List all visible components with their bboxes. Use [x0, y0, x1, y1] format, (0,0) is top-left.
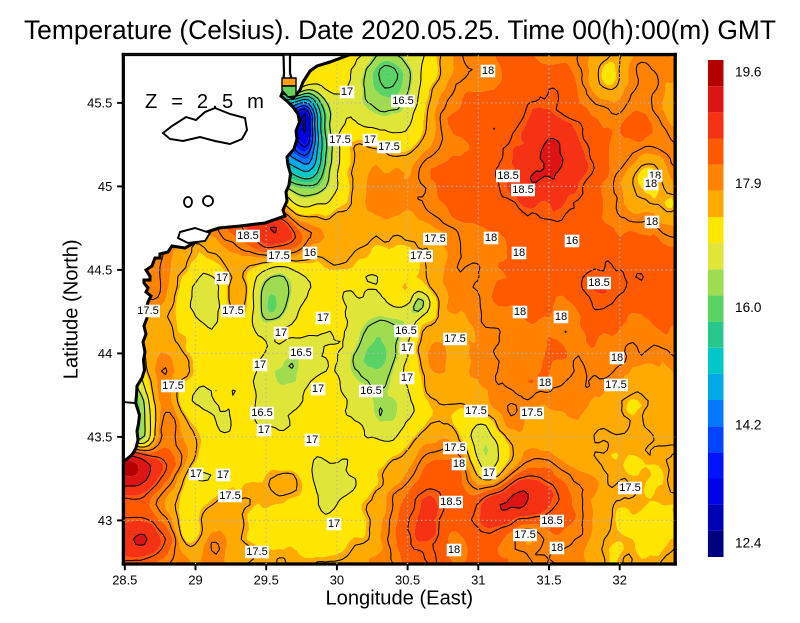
svg-text:Temperature (Celsius). Date 20: Temperature (Celsius). Date 2020.05.25. … [24, 15, 776, 45]
svg-text:16.5: 16.5 [392, 95, 414, 107]
svg-text:19.6: 19.6 [735, 65, 762, 80]
svg-text:18.5: 18.5 [497, 170, 519, 182]
svg-text:18.5: 18.5 [512, 184, 534, 196]
svg-text:17.5: 17.5 [246, 546, 268, 558]
svg-text:17: 17 [317, 312, 329, 324]
svg-text:16: 16 [566, 235, 578, 247]
svg-text:17.5: 17.5 [378, 141, 400, 153]
svg-text:16: 16 [304, 247, 316, 259]
svg-text:14.2: 14.2 [735, 418, 762, 433]
svg-text:17: 17 [401, 342, 413, 354]
svg-text:17.5: 17.5 [605, 379, 627, 391]
svg-text:18: 18 [611, 352, 623, 364]
svg-text:18: 18 [485, 232, 497, 244]
svg-text:Z = 2.5 m: Z = 2.5 m [145, 91, 268, 113]
svg-text:18: 18 [482, 65, 494, 77]
svg-text:17: 17 [483, 467, 495, 479]
svg-text:17: 17 [341, 86, 353, 98]
svg-text:17.5: 17.5 [465, 405, 487, 417]
svg-text:17: 17 [275, 327, 287, 339]
svg-text:43: 43 [98, 513, 112, 528]
svg-text:17: 17 [306, 434, 318, 446]
svg-text:17: 17 [216, 272, 228, 284]
svg-text:17.5: 17.5 [514, 529, 536, 541]
svg-text:18.5: 18.5 [588, 277, 610, 289]
svg-text:30: 30 [330, 572, 344, 587]
svg-text:18: 18 [551, 542, 563, 554]
svg-text:17.5: 17.5 [219, 490, 241, 502]
svg-text:17.5: 17.5 [410, 250, 432, 262]
svg-text:17.5: 17.5 [222, 305, 244, 317]
svg-text:18: 18 [646, 216, 658, 228]
svg-text:30.5: 30.5 [395, 572, 420, 587]
svg-text:18.5: 18.5 [440, 496, 462, 508]
svg-text:45: 45 [98, 179, 112, 194]
svg-text:18: 18 [513, 247, 525, 259]
svg-text:17.5: 17.5 [268, 250, 290, 262]
svg-text:17: 17 [312, 383, 324, 395]
svg-text:29.5: 29.5 [254, 572, 279, 587]
svg-text:17.5: 17.5 [424, 233, 446, 245]
svg-text:17.5: 17.5 [521, 407, 543, 419]
svg-text:16.5: 16.5 [360, 385, 382, 397]
svg-text:29: 29 [188, 572, 202, 587]
svg-text:17.5: 17.5 [137, 305, 159, 317]
svg-text:17: 17 [328, 518, 340, 530]
svg-text:17: 17 [258, 424, 270, 436]
svg-text:17: 17 [190, 468, 202, 480]
svg-text:17.5: 17.5 [444, 333, 466, 345]
svg-text:18.5: 18.5 [541, 515, 563, 527]
svg-text:18: 18 [555, 311, 567, 323]
svg-text:18: 18 [453, 458, 465, 470]
svg-text:Latitude (North): Latitude (North) [60, 239, 82, 379]
svg-text:Longitude (East): Longitude (East) [325, 588, 473, 610]
svg-text:17: 17 [401, 372, 413, 384]
svg-text:43.5: 43.5 [87, 430, 112, 445]
svg-text:12.4: 12.4 [735, 535, 762, 550]
svg-text:16.5: 16.5 [251, 407, 273, 419]
svg-text:16.5: 16.5 [395, 325, 417, 337]
svg-text:17: 17 [217, 469, 229, 481]
svg-text:17.5: 17.5 [162, 380, 184, 392]
svg-text:18: 18 [448, 544, 460, 556]
svg-text:18: 18 [539, 377, 551, 389]
svg-text:28.5: 28.5 [112, 572, 137, 587]
svg-text:18: 18 [645, 178, 657, 190]
svg-text:45.5: 45.5 [87, 96, 112, 111]
svg-text:17: 17 [364, 134, 376, 146]
svg-text:16.0: 16.0 [735, 300, 762, 315]
svg-text:17.5: 17.5 [619, 482, 641, 494]
svg-text:16.5: 16.5 [290, 347, 312, 359]
svg-text:17.9: 17.9 [735, 176, 762, 191]
svg-text:17.5: 17.5 [329, 134, 351, 146]
svg-text:44.5: 44.5 [87, 263, 112, 278]
svg-text:31: 31 [471, 572, 485, 587]
svg-text:18: 18 [514, 306, 526, 318]
svg-text:17: 17 [254, 359, 266, 371]
svg-text:32: 32 [613, 572, 627, 587]
svg-text:17.5: 17.5 [444, 442, 466, 454]
svg-text:44: 44 [98, 346, 112, 361]
svg-text:31.5: 31.5 [536, 572, 561, 587]
svg-text:18.5: 18.5 [237, 230, 259, 242]
